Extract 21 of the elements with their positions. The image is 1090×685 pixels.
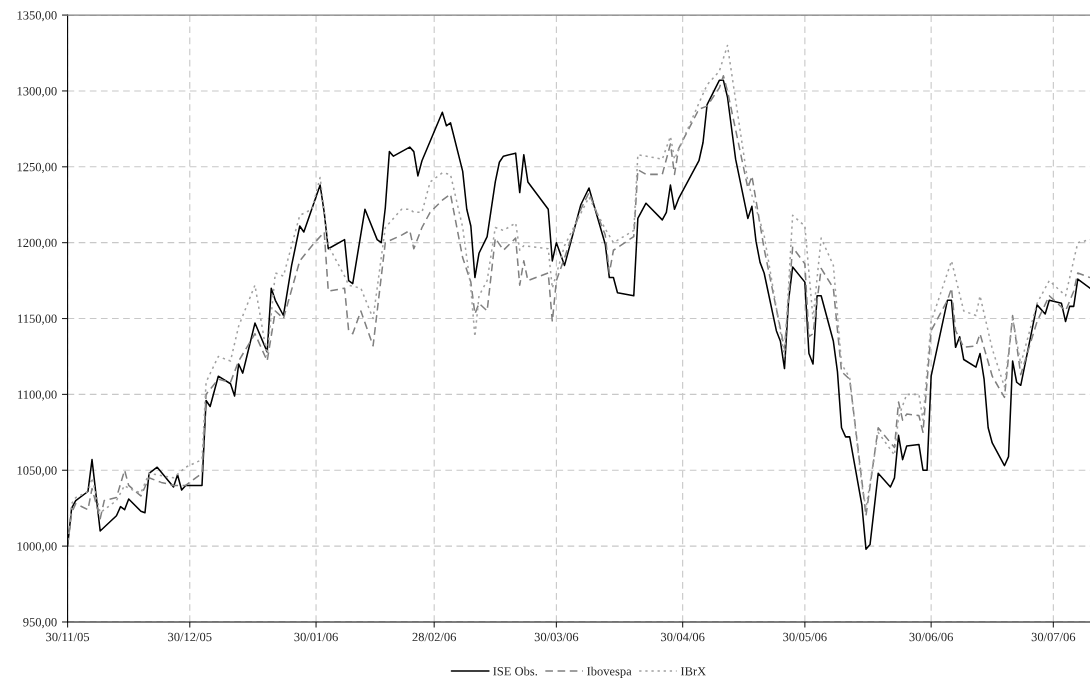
y-tick-label: 1200,00 (17, 238, 57, 249)
legend-label: IBrX (680, 667, 706, 676)
x-tick-label: 30/03/06 (534, 632, 579, 642)
x-tick-label: 28/02/06 (412, 632, 457, 642)
x-tick-label: 30/12/05 (168, 632, 212, 642)
y-tick-label: 1000,00 (17, 542, 57, 553)
y-tick-label: 1100,00 (18, 390, 57, 401)
legend-label: ISE Obs. (493, 666, 537, 676)
y-tick-label: 1150,00 (18, 314, 57, 325)
x-tick-label: 30/04/06 (661, 632, 705, 642)
legend-label: Ibovespa (587, 666, 632, 679)
x-tick-label: 30/11/05 (46, 632, 90, 642)
y-tick-label: 1350,00 (17, 11, 57, 22)
y-tick-label: 1250,00 (17, 162, 57, 174)
y-tick-label: 1050,00 (17, 466, 57, 477)
x-tick-label: 30/01/06 (294, 632, 338, 642)
y-tick-label: 950,00 (23, 618, 57, 629)
x-tick-label: 30/07/06 (1031, 632, 1076, 642)
y-tick-label: 1300,00 (17, 86, 57, 98)
x-tick-label: 30/05/06 (783, 632, 827, 642)
x-tick-label: 30/06/06 (909, 632, 953, 642)
